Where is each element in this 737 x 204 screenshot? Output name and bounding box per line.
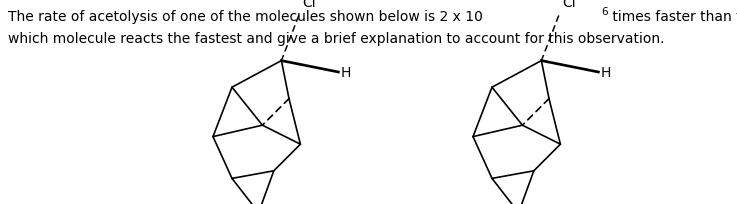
Text: H: H xyxy=(601,66,611,80)
Text: Cl: Cl xyxy=(302,0,316,10)
Text: H: H xyxy=(340,66,351,80)
Text: Cl: Cl xyxy=(562,0,576,10)
Text: which molecule reacts the fastest and give a brief explanation to account for th: which molecule reacts the fastest and gi… xyxy=(8,32,665,46)
Text: times faster than the other. Predict: times faster than the other. Predict xyxy=(608,10,737,24)
Text: The rate of acetolysis of one of the molecules shown below is 2 x 10: The rate of acetolysis of one of the mol… xyxy=(8,10,483,24)
Text: 6: 6 xyxy=(601,7,607,17)
